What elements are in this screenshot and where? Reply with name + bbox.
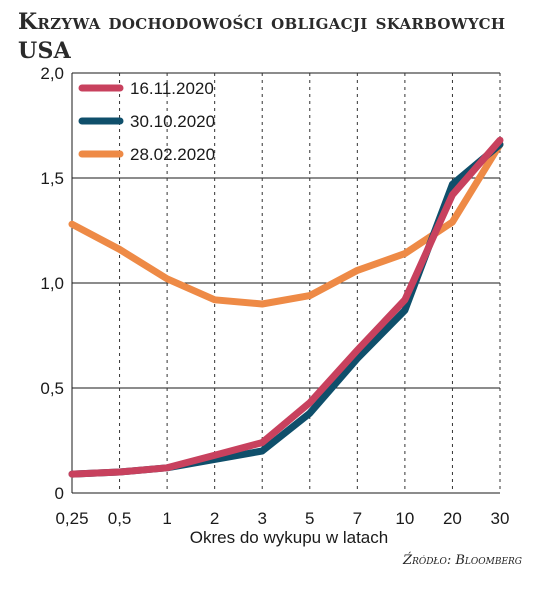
x-tick-label: 30 [491, 509, 510, 528]
x-tick-label: 0,5 [108, 509, 132, 528]
x-tick-label: 3 [257, 509, 266, 528]
y-tick-label: 0,5 [40, 379, 64, 398]
x-tick-label: 0,25 [55, 509, 88, 528]
legend-label: 16.11.2020 [130, 79, 214, 98]
legend-label: 28.02.2020 [130, 145, 215, 164]
legend-item: 28.02.2020 [78, 145, 215, 164]
grid-layer [71, 72, 501, 494]
y-tick-label: 1,0 [40, 274, 64, 293]
y-tick-label: 2,0 [40, 64, 64, 83]
legend: 16.11.2020 30.10.2020 28.02.2020 [78, 79, 215, 164]
x-tick-label: 5 [305, 509, 314, 528]
x-tick-labels: 0,25 0,5 1 2 3 5 7 10 20 30 [55, 509, 509, 528]
y-tick-labels: 0 0,5 1,0 1,5 2,0 [40, 64, 64, 503]
x-tick-label: 2 [210, 509, 219, 528]
x-tick-label: 7 [353, 509, 362, 528]
legend-item: 16.11.2020 [78, 79, 214, 98]
series-lines [68, 136, 504, 478]
chart-title: Krzywa dochodowości obligacji skarbowych… [18, 9, 506, 64]
x-axis-label: Okres do wykupu w latach [190, 528, 388, 547]
x-tick-label: 20 [443, 509, 462, 528]
source-note: Źródło: Bloomberg [403, 553, 522, 568]
y-tick-label: 0 [55, 484, 64, 503]
legend-label: 30.10.2020 [130, 112, 215, 131]
series-line-16.11.2020 [68, 136, 504, 478]
x-tick-label: 1 [162, 509, 171, 528]
y-tick-label: 1,5 [40, 169, 64, 188]
x-tick-label: 10 [395, 509, 414, 528]
legend-item: 30.10.2020 [78, 112, 215, 131]
